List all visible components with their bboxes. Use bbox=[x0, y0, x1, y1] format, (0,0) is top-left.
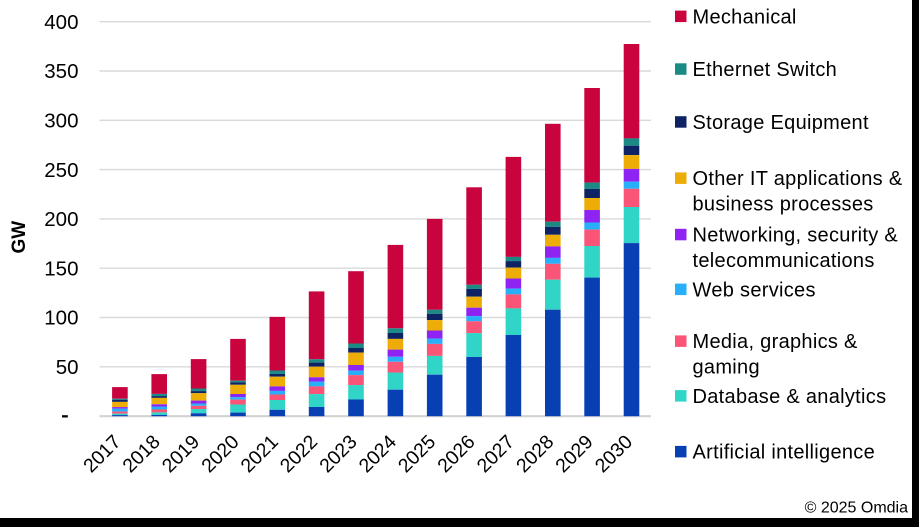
svg-text:2018: 2018 bbox=[118, 431, 164, 477]
svg-text:business processes: business processes bbox=[693, 194, 874, 216]
svg-text:300: 300 bbox=[44, 110, 78, 133]
svg-text:2025: 2025 bbox=[394, 431, 440, 477]
svg-text:telecommunications: telecommunications bbox=[693, 250, 875, 272]
svg-text:2021: 2021 bbox=[237, 431, 283, 477]
svg-text:Ethernet Switch: Ethernet Switch bbox=[693, 59, 838, 81]
svg-text:gaming: gaming bbox=[693, 357, 760, 379]
svg-text:350: 350 bbox=[44, 60, 78, 83]
svg-text:Artificial intelligence: Artificial intelligence bbox=[693, 442, 876, 464]
svg-text:© 2025 Omdia: © 2025 Omdia bbox=[805, 500, 909, 517]
svg-text:200: 200 bbox=[44, 208, 78, 231]
svg-text:GW: GW bbox=[9, 221, 30, 254]
svg-text:2029: 2029 bbox=[551, 431, 597, 477]
svg-text:2019: 2019 bbox=[158, 431, 204, 477]
svg-text:Other IT applications &: Other IT applications & bbox=[693, 168, 903, 190]
svg-text:Media, graphics &: Media, graphics & bbox=[693, 331, 859, 353]
svg-text:250: 250 bbox=[44, 159, 78, 182]
svg-text:2027: 2027 bbox=[473, 431, 519, 477]
svg-text:50: 50 bbox=[56, 356, 79, 379]
svg-text:Mechanical: Mechanical bbox=[693, 6, 797, 28]
svg-text:2017: 2017 bbox=[79, 431, 125, 477]
svg-text:2020: 2020 bbox=[197, 431, 243, 477]
svg-text:Database & analytics: Database & analytics bbox=[693, 386, 887, 408]
svg-text:2028: 2028 bbox=[512, 431, 558, 477]
svg-text:2030: 2030 bbox=[591, 431, 637, 477]
svg-text:150: 150 bbox=[44, 257, 78, 280]
svg-text:Web services: Web services bbox=[693, 279, 816, 301]
svg-text:2026: 2026 bbox=[433, 431, 479, 477]
svg-text:400: 400 bbox=[44, 11, 78, 34]
svg-text:2024: 2024 bbox=[355, 431, 401, 477]
svg-text:100: 100 bbox=[44, 307, 78, 330]
svg-text:2023: 2023 bbox=[315, 431, 361, 477]
svg-text:Networking, security &: Networking, security & bbox=[693, 224, 899, 246]
svg-text:2022: 2022 bbox=[276, 431, 322, 477]
svg-text:Storage Equipment: Storage Equipment bbox=[693, 112, 869, 134]
